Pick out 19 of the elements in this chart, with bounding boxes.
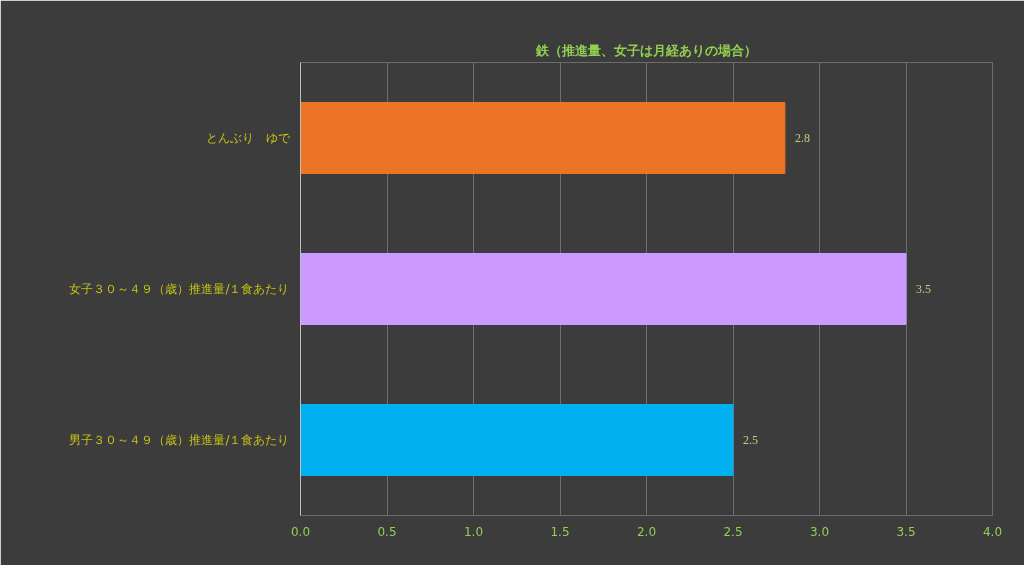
data-label: 3.5 <box>916 282 931 296</box>
y-tick-label: 男子３０～４９（歳）推進量/１食あたり <box>69 433 290 447</box>
data-label: 2.8 <box>794 131 810 145</box>
x-tick-label: 3.0 <box>809 524 830 539</box>
y-tick-label: 女子３０～４９（歳）推進量/１食あたり <box>69 282 290 296</box>
x-tick-label: 0.5 <box>377 524 397 539</box>
chart-title: 鉄（推進量、女子は月経ありの場合） <box>535 42 757 58</box>
x-tick-label: 4.0 <box>982 524 1003 539</box>
x-tick-label: 3.5 <box>896 524 916 539</box>
bar <box>300 253 907 325</box>
bar <box>300 404 734 476</box>
x-tick-label: 1.5 <box>550 524 570 539</box>
x-tick-label: 2.0 <box>636 524 657 539</box>
x-tick-label: 2.5 <box>723 524 743 539</box>
x-tick-label: 1.0 <box>463 524 484 539</box>
y-tick-label: とんぶり ゆで <box>205 131 291 145</box>
x-tick-label: 0.0 <box>290 524 311 539</box>
data-label: 2.5 <box>743 433 758 447</box>
bar <box>300 102 786 174</box>
